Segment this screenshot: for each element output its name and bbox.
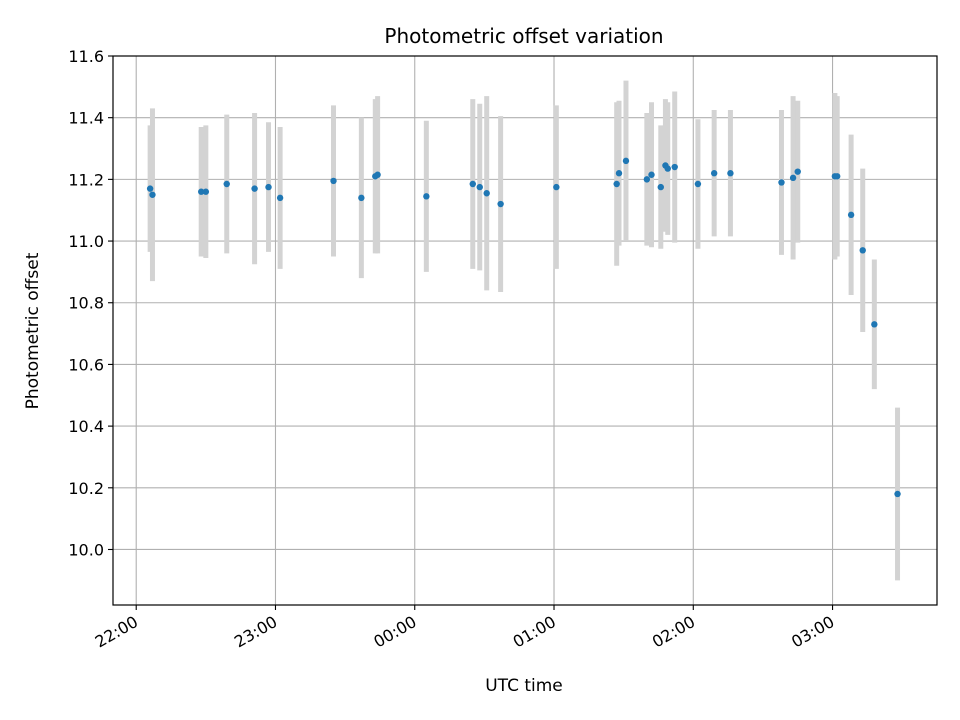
data-point	[871, 321, 878, 328]
plot-frame	[112, 55, 938, 606]
data-point	[223, 180, 230, 188]
y-tick-label: 10.0	[68, 540, 104, 559]
data-point	[146, 185, 154, 192]
y-tick-label: 11.4	[68, 109, 104, 128]
data-point	[615, 170, 623, 177]
data-point	[657, 183, 664, 191]
data-point	[710, 170, 718, 177]
y-axis-label: Photometric offset	[23, 252, 43, 409]
data-point	[794, 168, 801, 175]
data-point	[613, 180, 620, 188]
data-point	[149, 191, 156, 198]
data-point	[358, 194, 365, 202]
data-point	[648, 171, 655, 178]
data-point	[643, 176, 651, 183]
data-point	[469, 180, 476, 188]
y-tick-label: 10.2	[68, 479, 104, 498]
data-point	[497, 200, 504, 208]
data-point	[894, 490, 901, 498]
data-point	[671, 163, 678, 171]
data-point	[727, 170, 734, 177]
data-point	[847, 211, 855, 219]
data-point	[276, 194, 284, 202]
data-point	[251, 185, 258, 192]
y-tick-label: 11.2	[68, 170, 104, 189]
data-point	[423, 193, 430, 200]
data-point	[859, 247, 866, 254]
data-point	[330, 177, 337, 185]
data-point	[553, 183, 560, 191]
data-point	[664, 165, 671, 172]
data-point	[833, 173, 841, 180]
y-tick-label: 10.4	[68, 417, 104, 436]
x-axis-label: UTC time	[485, 676, 563, 696]
data-point	[202, 188, 210, 195]
data-point	[198, 188, 205, 195]
y-tick-label: 10.6	[68, 355, 104, 374]
data-point	[789, 174, 797, 182]
data-point	[694, 180, 702, 188]
data-point	[265, 183, 272, 191]
y-tick-label: 10.8	[68, 294, 104, 313]
data-point	[622, 157, 630, 165]
y-tick-label: 11.6	[68, 47, 104, 66]
data-point	[778, 179, 785, 186]
data-point	[483, 190, 490, 197]
data-points	[146, 157, 901, 498]
y-tick-label: 11.0	[68, 232, 104, 251]
data-point	[374, 171, 381, 178]
data-point	[476, 183, 483, 191]
y-axis-ticks: 10.0 10.2 10.4 10.6 10.8 11.0 11.2 11.4 11.6	[68, 47, 113, 559]
chart-title: Photometric offset variation	[384, 24, 663, 48]
